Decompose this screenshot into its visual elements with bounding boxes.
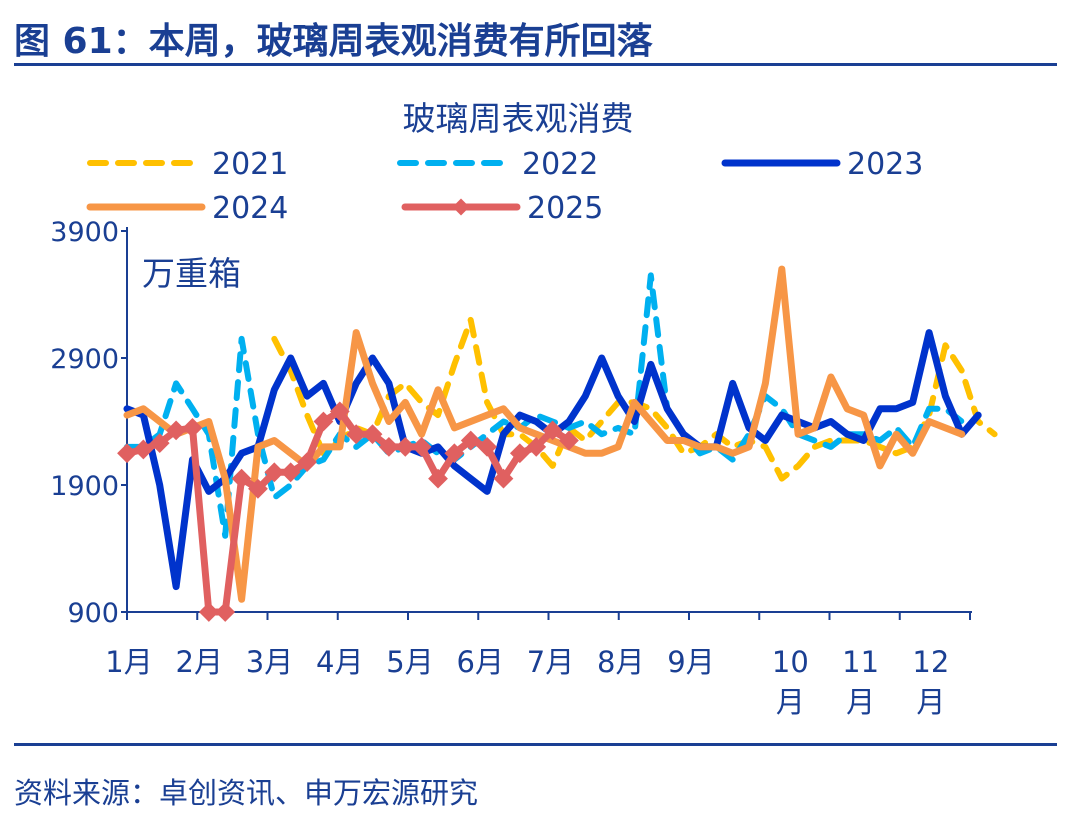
data-point-2025: [379, 437, 399, 457]
x-tick-label: 8月: [597, 645, 644, 679]
data-point-2025: [509, 443, 530, 464]
data-point-2025: [117, 443, 137, 464]
data-point-2025: [248, 478, 268, 499]
data-point-2025: [264, 462, 285, 483]
data-point-2025: [411, 437, 432, 457]
x-tick-label: 7月: [527, 645, 574, 679]
data-point-2025: [362, 424, 383, 445]
legend-marker-2025: [452, 198, 470, 216]
data-point-2025: [559, 430, 579, 451]
unit-label: 万重箱: [142, 254, 241, 293]
bottom-divider: [14, 743, 1057, 746]
x-tick-label: 5月: [386, 645, 433, 679]
data-point-2025: [166, 420, 187, 441]
legend-label-2024: 2024: [212, 191, 288, 226]
data-point-2025: [460, 430, 481, 451]
y-tick-label: 900: [67, 598, 119, 629]
x-tick-label: 10 月: [772, 645, 809, 719]
data-point-2025: [395, 437, 416, 457]
data-point-2025: [133, 439, 154, 460]
x-tick-label: 9月: [667, 645, 714, 679]
data-point-2025: [493, 468, 514, 489]
x-tick-label: 12 月: [912, 645, 949, 719]
chart-title: 玻璃周表观消费: [403, 99, 634, 138]
y-tick-label: 2900: [50, 344, 119, 375]
data-point-2025: [444, 443, 465, 464]
data-point-2025: [526, 437, 547, 457]
series-line-2025: [123, 407, 573, 616]
data-point-2025: [149, 433, 170, 453]
data-point-2025: [329, 401, 350, 422]
y-tick-label: 3900: [50, 217, 119, 248]
data-point-2025: [477, 437, 498, 457]
y-tick-label: 1900: [50, 471, 119, 502]
x-tick-label: 3月: [246, 645, 293, 679]
data-point-2025: [297, 452, 317, 473]
data-point-2025: [280, 462, 301, 483]
x-tick-label: 1月: [105, 645, 152, 679]
data-point-2025: [313, 411, 334, 432]
series-line-2022: [124, 272, 965, 539]
data-point-2025: [182, 417, 203, 438]
data-point-2025: [346, 424, 367, 445]
data-point-2025: [428, 468, 448, 489]
figure-title: 图 61：本周，玻璃周表观消费有所回落: [14, 21, 653, 62]
top-divider: [14, 63, 1057, 66]
x-tick-label: 11 月: [842, 645, 879, 719]
legend-label-2023: 2023: [847, 147, 923, 182]
data-point-2025: [231, 468, 252, 489]
legend-label-2021: 2021: [212, 147, 288, 182]
data-point-2025: [542, 420, 563, 441]
source-note: 资料来源：卓创资讯、申万宏源研究: [14, 776, 479, 810]
legend-label-2022: 2022: [522, 147, 598, 182]
x-tick-label: 6月: [457, 645, 504, 679]
data-point-2025: [215, 602, 236, 622]
legend-label-2025: 2025: [527, 191, 603, 226]
x-tick-label: 2月: [176, 645, 223, 679]
x-tick-label: 4月: [316, 645, 363, 679]
